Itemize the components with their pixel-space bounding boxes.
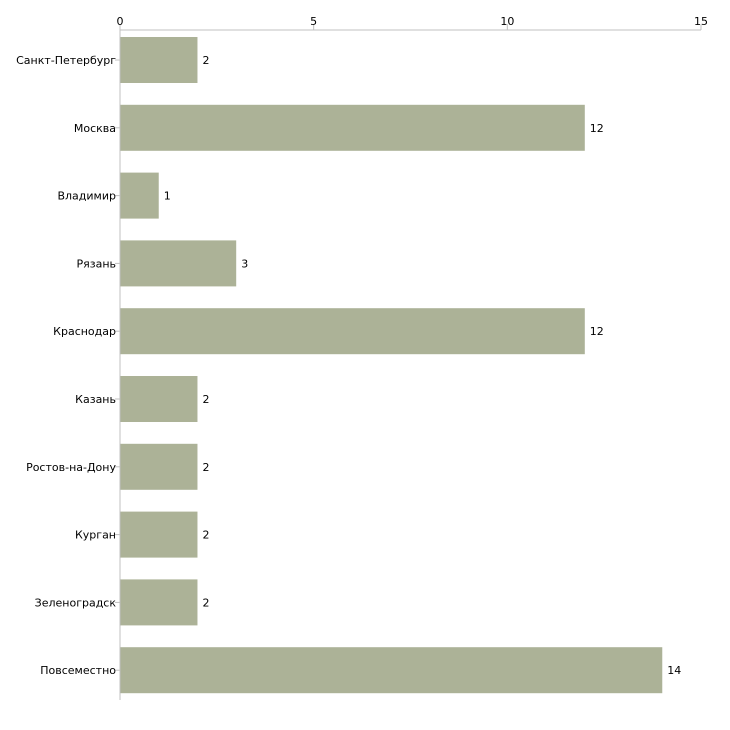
bar bbox=[120, 647, 663, 694]
bar bbox=[120, 443, 198, 490]
category-label: Краснодар bbox=[53, 325, 116, 338]
value-label: 2 bbox=[202, 461, 209, 474]
value-label: 12 bbox=[590, 122, 604, 135]
value-label: 1 bbox=[164, 190, 171, 203]
category-label: Ростов-на-Дону bbox=[26, 461, 116, 474]
category-label: Владимир bbox=[57, 190, 116, 203]
bar bbox=[120, 308, 585, 355]
value-label: 2 bbox=[202, 529, 209, 542]
category-label: Повсеместно bbox=[40, 664, 116, 677]
axes: 0 5 10 15 bbox=[115, 15, 708, 700]
bars bbox=[120, 37, 663, 694]
bar bbox=[120, 240, 237, 287]
x-tick-label: 0 bbox=[117, 15, 124, 28]
value-label: 12 bbox=[590, 325, 604, 338]
category-label: Курган bbox=[75, 529, 116, 542]
category-label: Рязань bbox=[76, 257, 116, 270]
category-label: Москва bbox=[74, 122, 116, 135]
x-tick-label: 10 bbox=[500, 15, 514, 28]
value-label: 2 bbox=[202, 54, 209, 67]
category-labels: Санкт-Петербург Москва Владимир Рязань Красн… bbox=[16, 54, 116, 677]
bar bbox=[120, 37, 198, 83]
category-label: Казань bbox=[75, 393, 116, 406]
bar bbox=[120, 376, 198, 422]
category-label: Зеленоградск bbox=[35, 596, 117, 609]
value-label: 3 bbox=[241, 257, 248, 270]
value-label: 2 bbox=[202, 596, 209, 609]
x-tick-label: 15 bbox=[694, 15, 708, 28]
value-label: 14 bbox=[667, 664, 681, 677]
category-label: Санкт-Петербург bbox=[16, 54, 116, 67]
bar bbox=[120, 579, 198, 626]
x-tick-label: 5 bbox=[310, 15, 317, 28]
bar bbox=[120, 172, 159, 219]
value-label: 2 bbox=[202, 393, 209, 406]
bar bbox=[120, 104, 585, 151]
value-labels: 2 12 1 3 12 2 2 2 2 14 bbox=[164, 54, 682, 677]
bar bbox=[120, 511, 198, 558]
